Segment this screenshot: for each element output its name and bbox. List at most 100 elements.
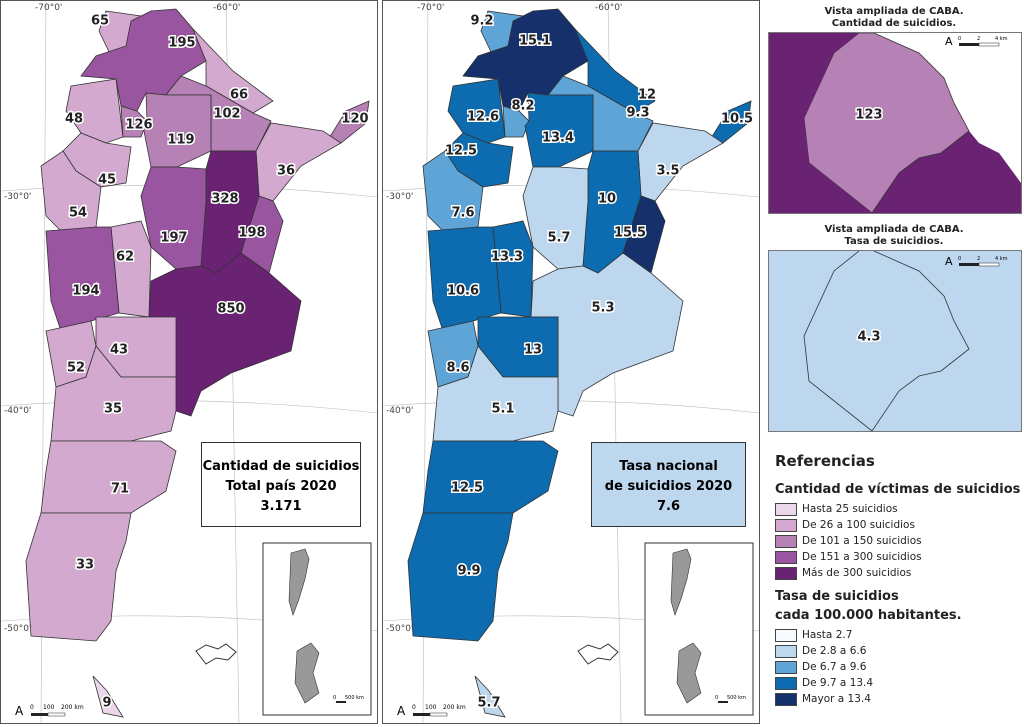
caba-rate-title: Vista ampliada de CABA. Tasa de suicidio… (764, 224, 1024, 248)
graticule-label: -30°0' (386, 192, 413, 202)
legend-item: Hasta 2.7 (775, 627, 1020, 643)
province-value-label: 5.7 (547, 231, 570, 246)
scale-label: 4 km (995, 36, 1008, 42)
province-region[interactable] (422, 150, 484, 232)
province-region[interactable] (407, 512, 514, 642)
province-value-label: 12.5 (445, 144, 477, 159)
scale-label: 0 (30, 704, 34, 711)
legend-rate-subtitle: cada 100.000 habitantes. (775, 608, 962, 623)
scale-label: 200 km (61, 704, 84, 711)
scale-label: 0 (958, 36, 961, 42)
scale-label: 100 (43, 704, 55, 711)
province-region[interactable] (40, 440, 177, 514)
legend-rate-title: Tasa de suicidios (775, 589, 899, 604)
province-region[interactable] (40, 150, 102, 232)
legend-swatch (775, 692, 797, 706)
legend-item-label: De 26 a 100 suicidios (802, 519, 915, 531)
province-value-label: 8.2 (511, 99, 534, 114)
province-value-label: 48 (65, 112, 83, 127)
scale-label: 100 (425, 704, 437, 711)
province-value-label: 52 (67, 361, 85, 376)
graticule-label: -70°0' (417, 3, 444, 13)
caba-rate-inset: 4.3 A 0 2 4 km (768, 250, 1022, 432)
legend-swatch (775, 502, 797, 516)
malvinas-islands (195, 643, 237, 665)
scale-label: 2 (977, 256, 980, 262)
province-value-label: 13.4 (542, 131, 574, 146)
province-value-label: 126 (125, 118, 152, 133)
count-total-box: Cantidad de suicidios Total país 2020 3.… (201, 442, 361, 527)
province-value-label: 5.1 (491, 402, 514, 417)
province-value-label: 3.5 (656, 164, 679, 179)
legend-item: De 26 a 100 suicidios (775, 517, 1020, 533)
caba-count-value: 123 (855, 108, 882, 123)
province-value-label: 12 (638, 88, 656, 103)
legend-count-title: Cantidad de víctimas de suicidios (775, 482, 1021, 497)
antarctica-inset (262, 542, 372, 716)
province-value-label: 102 (213, 107, 240, 122)
scale-label: 0 (412, 704, 416, 711)
antarctica-inset (644, 542, 754, 716)
legend-swatch (775, 534, 797, 548)
province-value-label: 5.7 (477, 696, 500, 711)
province-value-label: 15.1 (519, 34, 551, 49)
legend-swatch (775, 566, 797, 580)
scale-label: 4 km (995, 256, 1008, 262)
province-region[interactable] (622, 195, 666, 274)
province-region[interactable] (255, 122, 342, 202)
count-box-line1: Cantidad de suicidios (202, 459, 360, 474)
province-region[interactable] (92, 675, 124, 718)
province-region[interactable] (474, 675, 506, 718)
province-region[interactable] (637, 122, 724, 202)
legend-item: De 151 a 300 suicidios (775, 549, 1020, 565)
province-region[interactable] (427, 226, 502, 332)
rate-box-line1: Tasa nacional (619, 459, 718, 474)
province-value-label: 66 (230, 88, 248, 103)
province-value-label: 9.3 (626, 106, 649, 121)
legend-item-label: De 2.8 a 6.6 (802, 645, 867, 657)
province-region[interactable] (142, 92, 212, 168)
inset-scale-label: 500 km (345, 695, 364, 701)
legend-swatch (775, 676, 797, 690)
province-region[interactable] (45, 226, 120, 332)
caba-count-title: Vista ampliada de CABA. Cantidad de suic… (764, 6, 1024, 30)
province-value-label: 36 (277, 164, 295, 179)
province-value-label: 12.6 (467, 110, 499, 125)
province-value-label: 45 (98, 173, 116, 188)
province-value-label: 194 (72, 284, 99, 299)
province-value-label: 15.5 (614, 226, 646, 241)
caba-count-title-2: Cantidad de suicidios. (831, 18, 957, 29)
province-value-label: 71 (111, 482, 129, 497)
province-value-label: 12.5 (451, 481, 483, 496)
province-value-label: 850 (217, 302, 244, 317)
province-value-label: 197 (160, 231, 187, 246)
province-region[interactable] (25, 512, 132, 642)
province-value-label: 195 (168, 36, 195, 51)
count-box-line3: 3.171 (260, 499, 302, 514)
graticule-label: -50°0' (386, 624, 413, 634)
graticule-label: -60°0' (213, 3, 240, 13)
province-region[interactable] (422, 440, 559, 514)
province-value-label: 5.3 (591, 301, 614, 316)
legend-item: De 6.7 a 9.6 (775, 659, 1020, 675)
caba-rate-title-2: Tasa de suicidios. (844, 236, 944, 247)
legend-title: Referencias (775, 452, 875, 470)
scale-label: 2 (977, 36, 980, 42)
north-arrow-icon: A (15, 704, 24, 718)
caba-rate-title-1: Vista ampliada de CABA. (824, 224, 964, 235)
province-region[interactable] (240, 195, 284, 274)
legend-item-label: De 151 a 300 suicidios (802, 551, 922, 563)
province-value-label: 65 (91, 14, 109, 29)
legend-swatch (775, 550, 797, 564)
inset-scale-label: 0 (715, 695, 718, 701)
legend-swatch (775, 644, 797, 658)
rate-box-line3: 7.6 (656, 499, 681, 514)
scale-bar (429, 712, 448, 717)
legend-item-label: Más de 300 suicidios (802, 567, 912, 579)
province-value-label: 10 (598, 192, 616, 207)
legend-item-label: De 6.7 a 9.6 (802, 661, 867, 673)
scale-label: 200 km (443, 704, 466, 711)
caba-count-inset: 123 A 0 2 4 km (768, 32, 1022, 214)
graticule-label: -40°0' (386, 406, 413, 416)
legend-item: De 9.7 a 13.4 (775, 675, 1020, 691)
